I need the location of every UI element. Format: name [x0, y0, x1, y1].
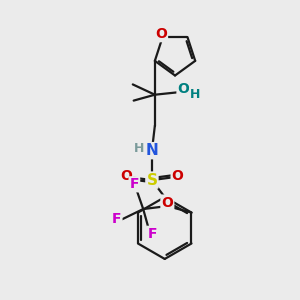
Text: F: F: [130, 177, 139, 191]
Text: F: F: [147, 227, 157, 241]
Text: O: O: [120, 169, 132, 183]
Text: H: H: [134, 142, 145, 155]
Text: H: H: [190, 88, 200, 101]
Text: F: F: [112, 212, 122, 226]
Text: O: O: [161, 196, 173, 210]
Text: O: O: [155, 27, 167, 41]
Text: O: O: [178, 82, 189, 96]
Text: S: S: [146, 172, 158, 188]
Text: N: N: [146, 143, 158, 158]
Text: O: O: [172, 169, 184, 183]
